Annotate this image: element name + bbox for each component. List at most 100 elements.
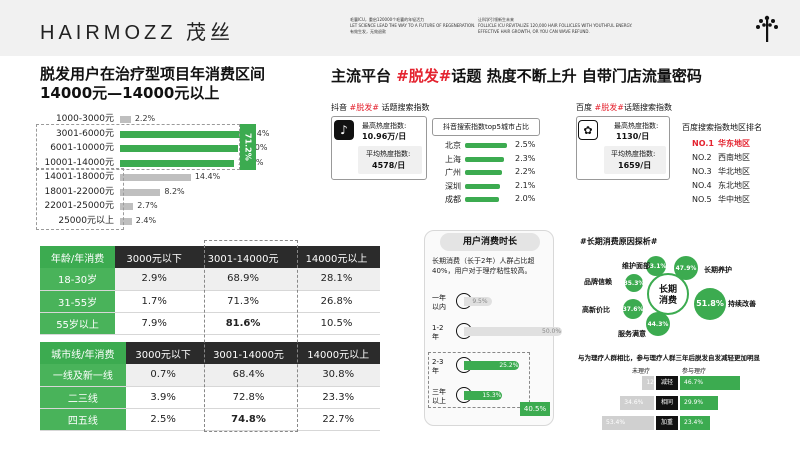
douyin-avg-pill bbox=[358, 146, 422, 174]
compare-col-left: 未理疗 bbox=[632, 368, 651, 375]
table-cell: 55岁以上 bbox=[40, 312, 116, 335]
brand-logo: HAIRMOZZ 茂丝 bbox=[40, 22, 234, 44]
region-rank: NO.2 bbox=[692, 153, 712, 162]
table-header-cell: 3000元以下 bbox=[115, 246, 194, 268]
baidu-heading-tag: #脱发# bbox=[594, 103, 624, 112]
reason-bubble bbox=[646, 312, 670, 336]
secondary-group-outline bbox=[36, 168, 124, 230]
city-value: 2.3% bbox=[515, 153, 536, 163]
duration-label: 2-3年 bbox=[432, 358, 444, 375]
right-title: 主流平台 #脱发#话题 热度不断上升 自带门店流量密码 bbox=[331, 67, 702, 85]
city-bar bbox=[465, 143, 507, 148]
bar-label: 3001-6000元 bbox=[55, 128, 114, 139]
tagline-text: FOLLICLE ICU REVITALIZE 120,000 HAIR FOL… bbox=[478, 23, 633, 28]
table-row: 31-55岁 1.7% 71.3% 26.8% bbox=[40, 290, 380, 313]
bar-value: 2.4% bbox=[135, 215, 157, 225]
douyin-heading: 抖音 #脱发# 话题搜索指数 bbox=[331, 102, 430, 113]
reason-label: 服务满意 bbox=[618, 329, 646, 338]
center-label: 长期 bbox=[659, 283, 677, 295]
douyin-city-bars: 北京 2.5% 上海 2.3% 广州 2.2% 深圳 2.1% 成都 2.0% bbox=[445, 140, 545, 210]
table-header-cell: 城市线/年消费 bbox=[40, 342, 126, 364]
region-row: NO.4 东北地区 bbox=[692, 180, 750, 191]
tagline-text: 毛囊ICU，重启120000个毛囊的年轻活力 bbox=[350, 17, 425, 22]
table-cell: 一线及新一线 bbox=[40, 364, 126, 387]
duration-value: 15.3% bbox=[482, 392, 502, 399]
table-cell: 2.9% bbox=[115, 268, 194, 291]
compare-left-value: 53.4% bbox=[606, 419, 626, 426]
table-cell: 68.9% bbox=[193, 268, 293, 291]
table-row: 一线及新一线 0.7% 68.4% 30.8% bbox=[40, 364, 380, 387]
bar bbox=[120, 116, 131, 123]
table-header-cell: 14000元以上 bbox=[292, 246, 380, 268]
region-rank: NO.3 bbox=[692, 167, 712, 176]
highlight-group-outline bbox=[36, 124, 240, 170]
reason-label: 维护面部 bbox=[622, 261, 650, 270]
table-cell: 71.3% bbox=[193, 290, 293, 313]
table-cell: 0.7% bbox=[125, 364, 201, 387]
column-highlight-outline bbox=[204, 240, 298, 432]
region-row: NO.2 西南地区 bbox=[692, 152, 750, 163]
bar bbox=[120, 130, 240, 138]
table-cell: 1.7% bbox=[115, 290, 194, 313]
compare-col-right: 参与理疗 bbox=[682, 368, 707, 375]
reason-bubble bbox=[623, 299, 643, 319]
city-value: 2.5% bbox=[515, 140, 536, 149]
bar-label: 10001-14000元 bbox=[44, 157, 114, 168]
douyin-max-label: 最高热度指数: bbox=[362, 122, 407, 130]
reason-label: 品牌信赖 bbox=[584, 277, 612, 286]
douyin-cities-title: 抖音搜索指数top5城市占比 bbox=[432, 118, 540, 136]
baidu-region-title: 百度搜索指数地区排名 bbox=[682, 123, 762, 132]
table-header-row: 城市线/年消费 3000元以下 3001-14000元 14000元以上 bbox=[40, 342, 380, 364]
long-term-outline bbox=[428, 352, 530, 408]
region-row: NO.1 华东地区 bbox=[692, 138, 750, 149]
right-title-tag: #脱发# bbox=[396, 67, 452, 85]
right-title-suffix: 话题 热度不断上升 自带门店流量密码 bbox=[451, 67, 702, 85]
compare-mid-label: 加重 bbox=[656, 416, 678, 430]
duration-value: 9.5% bbox=[472, 298, 488, 305]
bar bbox=[120, 145, 239, 152]
bar-label: 14001-18000元 bbox=[44, 172, 114, 182]
left-title: 脱发用户在治疗型项目年消费区间 bbox=[40, 65, 266, 83]
center-circle bbox=[647, 273, 689, 315]
region-row: NO.3 华北地区 bbox=[692, 166, 750, 177]
region-name: 西南地区 bbox=[718, 153, 750, 162]
city-bar bbox=[465, 183, 501, 189]
region-name: 东北地区 bbox=[718, 181, 750, 190]
compare-title: 与为理疗人群相比，参与理疗人群三年后脱发自发减轻更加明显 bbox=[578, 354, 760, 362]
city-table: 城市线/年消费 3000元以下 3001-14000元 14000元以上 一线及新一线 0… bbox=[40, 342, 380, 431]
bar-label: 22001-25000元 bbox=[44, 201, 114, 211]
bar-value: 2.2% bbox=[134, 114, 156, 123]
tagline-text: LET SCIENCE LEAD THE WAY TO A FUTURE OF … bbox=[350, 23, 476, 28]
duration-bar bbox=[464, 327, 562, 336]
bar-value: 8.2% bbox=[164, 186, 185, 196]
compare-mid-label: 相同 bbox=[656, 396, 678, 410]
table-cell: 72.8% bbox=[200, 386, 297, 409]
compare-right-bar bbox=[680, 416, 711, 430]
bar-value: 14.4% bbox=[194, 172, 221, 181]
douyin-avg-value: 4578/日 bbox=[372, 161, 406, 170]
table-cell: 2.5% bbox=[125, 408, 201, 431]
bar-label: 6001-10000元 bbox=[50, 143, 114, 153]
header-bar bbox=[0, 0, 800, 56]
table-cell: 74.8% bbox=[200, 408, 297, 431]
table-row: 二三线 3.9% 72.8% 23.3% bbox=[40, 386, 380, 409]
city-value: 2.0% bbox=[515, 194, 536, 203]
baidu-max-label: 最高热度指数: bbox=[614, 122, 659, 130]
table-cell: 四五线 bbox=[40, 408, 126, 431]
region-name: 华中地区 bbox=[718, 195, 750, 204]
age-table: 年龄/年消费 3000元以下 3001-14000元 14000元以上 18-30岁 2.… bbox=[40, 246, 380, 335]
douyin-heading-tag: #脱发# bbox=[349, 103, 379, 112]
reason-label: 长期养护 bbox=[704, 265, 732, 274]
city-name: 上海 bbox=[445, 154, 461, 164]
table-header-cell: 3001-14000元 bbox=[200, 342, 297, 364]
baidu-avg-value: 1659/日 bbox=[618, 161, 652, 170]
compare-left-bar bbox=[620, 396, 654, 410]
compare-right-value: 46.7% bbox=[684, 379, 704, 386]
reason-bubble bbox=[694, 288, 726, 320]
compare-right-bar bbox=[680, 396, 719, 410]
compare-left-bar bbox=[602, 416, 654, 430]
table-row: 18-30岁 2.9% 68.9% 28.1% bbox=[40, 268, 380, 291]
duration-rows: 一年以内 9.5% 1-2年 50.0% 2-3年 25.2% 三年以上 15.3% bbox=[426, 286, 562, 426]
bracket-label: 71.2% bbox=[240, 124, 256, 170]
city-bar bbox=[465, 170, 502, 175]
